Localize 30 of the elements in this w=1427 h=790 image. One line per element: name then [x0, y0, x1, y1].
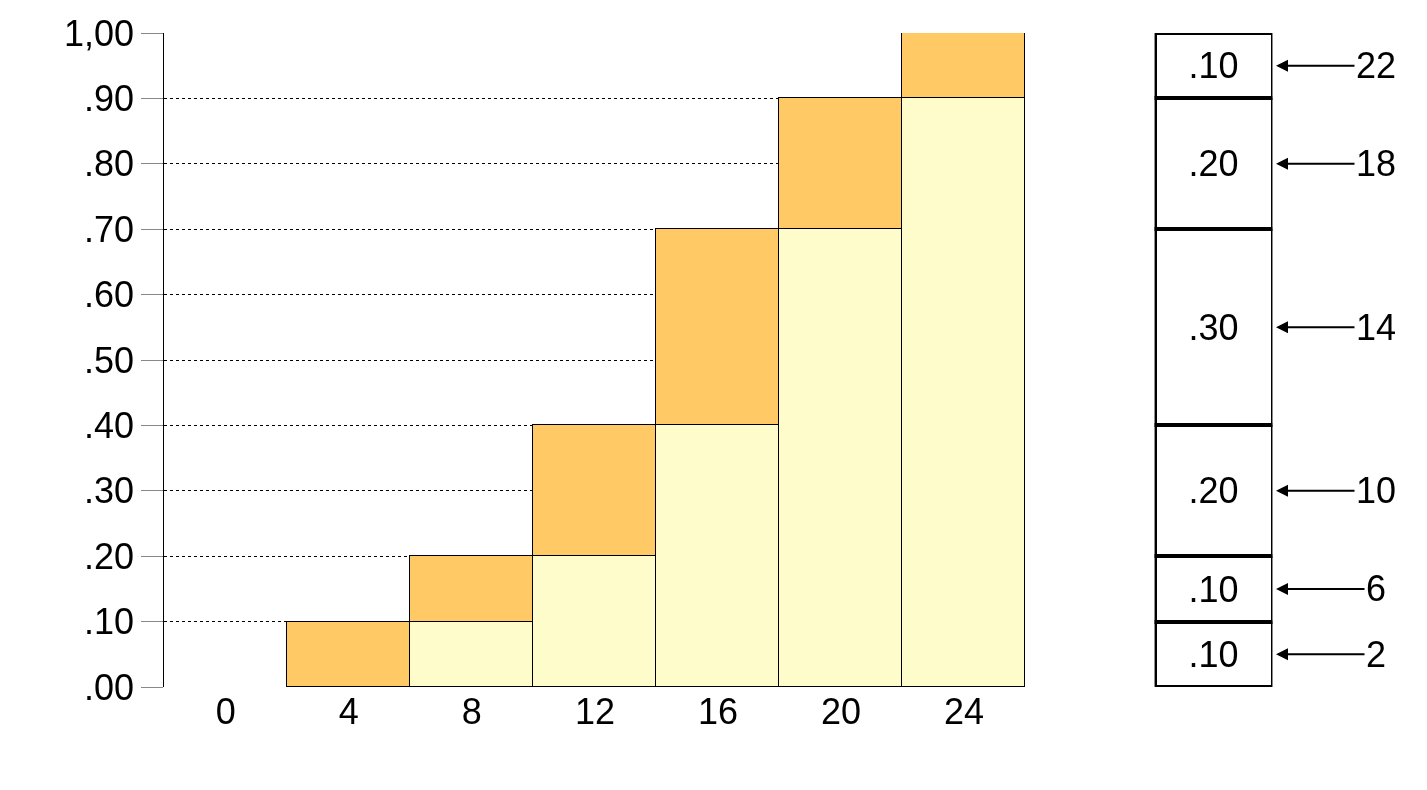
x-tick-label: 0	[215, 691, 236, 732]
y-tick-label: 1,00	[63, 12, 135, 54]
y-tick-label: .10	[84, 601, 135, 643]
text: 6	[1366, 568, 1387, 609]
data-label: .20	[1188, 470, 1239, 511]
y-tick-label: .80	[84, 143, 135, 185]
x-tick-label: 24	[944, 691, 985, 732]
x-tick-label: 16	[697, 691, 738, 732]
y-tick-label: .40	[84, 405, 135, 446]
text: 14	[1356, 307, 1397, 348]
y-tick-label: .70	[84, 208, 135, 250]
data-label: .10	[1188, 568, 1239, 610]
data-label: .30	[1188, 306, 1239, 348]
x-tick-label: 8	[461, 691, 482, 732]
text: 18	[1356, 143, 1397, 184]
data-label: .20	[1188, 143, 1239, 184]
x-tick-label: 12	[574, 691, 615, 732]
data-label: .10	[1188, 45, 1239, 86]
data-label: .10	[1188, 634, 1239, 675]
text: 2	[1366, 634, 1387, 675]
y-tick-label: .00	[84, 666, 135, 708]
text: 10	[1356, 470, 1397, 511]
y-tick-label: .90	[84, 78, 135, 119]
y-tick-label: .30	[84, 470, 135, 512]
x-tick-label: 4	[338, 691, 359, 732]
x-tick-label: 20	[820, 691, 862, 732]
y-tick-label: .50	[84, 339, 135, 381]
text: 22	[1356, 45, 1397, 86]
y-tick-label: .60	[84, 274, 135, 316]
y-tick-label: .20	[84, 535, 135, 577]
